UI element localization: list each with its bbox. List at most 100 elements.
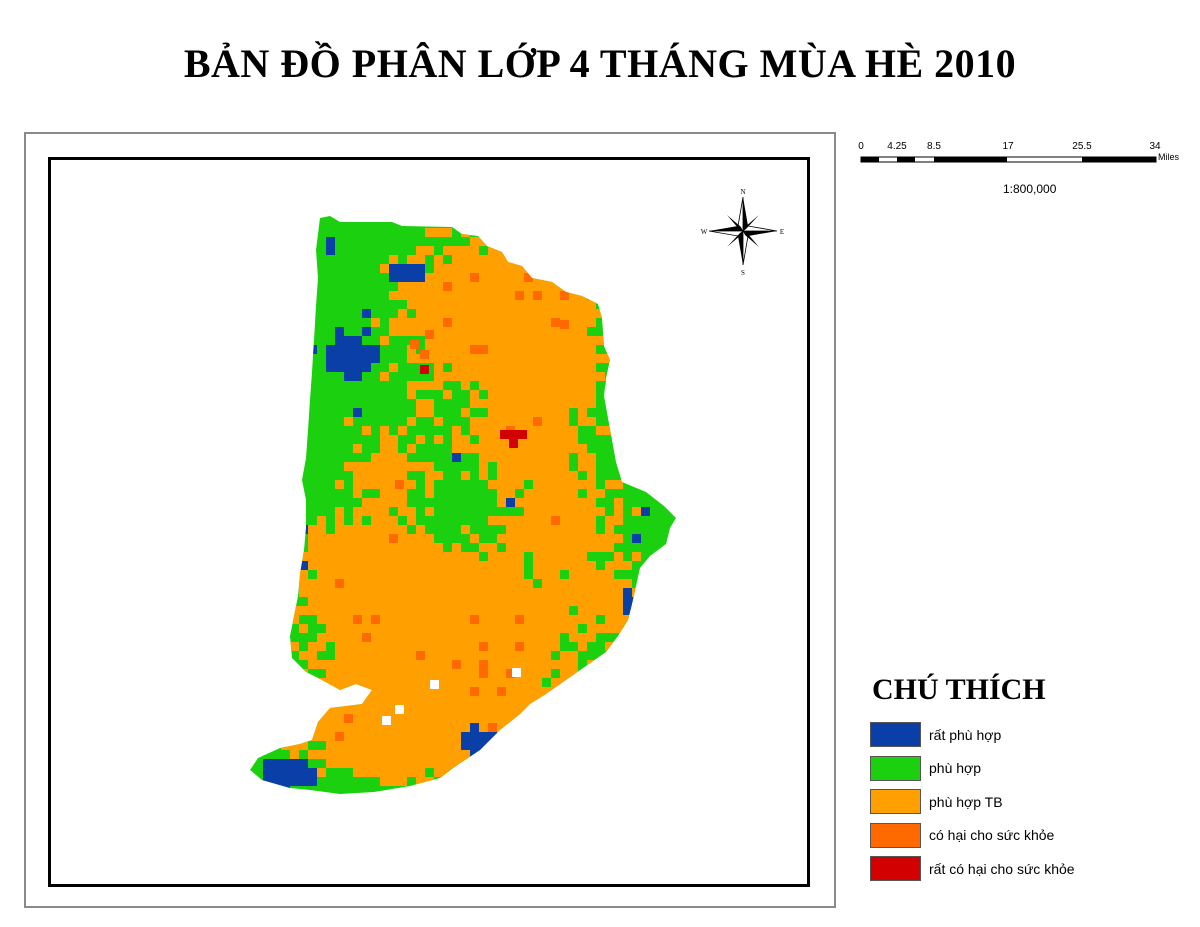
raster-cell (587, 534, 596, 543)
raster-cell (434, 273, 443, 282)
raster-cell (533, 345, 542, 354)
raster-cell (551, 399, 560, 408)
raster-cell (533, 633, 542, 642)
raster-cell (398, 570, 407, 579)
raster-cell (533, 597, 542, 606)
raster-cell (389, 498, 398, 507)
raster-cell (434, 345, 443, 354)
raster-cell (470, 624, 479, 633)
raster-cell (515, 678, 524, 687)
raster-cell (524, 597, 533, 606)
raster-cell (353, 552, 362, 561)
raster-cell (470, 651, 479, 660)
raster-cell (371, 588, 380, 597)
raster-cell (299, 624, 308, 633)
raster-cell (623, 597, 632, 606)
raster-cell (479, 309, 488, 318)
raster-cell (569, 516, 578, 525)
raster-cell (578, 543, 587, 552)
raster-cell (497, 516, 506, 525)
raster-cell (335, 660, 344, 669)
raster-cell (371, 462, 380, 471)
raster-cell (497, 480, 506, 489)
raster-cell (479, 228, 488, 237)
raster-cell (479, 651, 488, 660)
raster-cell (308, 750, 317, 759)
raster-cell (380, 651, 389, 660)
raster-cell (470, 534, 479, 543)
raster-cell (452, 273, 461, 282)
raster-cell (533, 570, 542, 579)
raster-cell (326, 633, 335, 642)
raster-cell (560, 273, 569, 282)
raster-cell (560, 678, 569, 687)
raster-cell (596, 309, 605, 318)
raster-cell (578, 444, 587, 453)
raster-cell (398, 606, 407, 615)
raster-cell (416, 273, 425, 282)
raster-cell (362, 624, 371, 633)
raster-cell (398, 597, 407, 606)
raster-cell (470, 309, 479, 318)
raster-cell (317, 597, 326, 606)
raster-cell (395, 705, 404, 714)
raster-cell (443, 777, 452, 786)
raster-cell (506, 417, 515, 426)
raster-cell (407, 696, 416, 705)
raster-cell (380, 732, 389, 741)
raster-cell (461, 597, 470, 606)
raster-cell (443, 579, 452, 588)
raster-cell (443, 651, 452, 660)
scale-unit: Miles (1158, 152, 1180, 162)
raster-cell (524, 246, 533, 255)
raster-cell (515, 273, 524, 282)
raster-cell (551, 561, 560, 570)
raster-cell (461, 651, 470, 660)
raster-cell (452, 264, 461, 273)
raster-cell (317, 543, 326, 552)
raster-cell (560, 408, 569, 417)
raster-cell (542, 471, 551, 480)
raster-cell (371, 354, 380, 363)
raster-cell (578, 561, 587, 570)
raster-cell (560, 552, 569, 561)
raster-cell (500, 430, 509, 439)
raster-cell (389, 759, 398, 768)
raster-cell (398, 651, 407, 660)
raster-cell (578, 606, 587, 615)
raster-cell (425, 687, 434, 696)
raster-cell (416, 606, 425, 615)
raster-cell (506, 237, 515, 246)
raster-cell (524, 714, 533, 723)
raster-cell (389, 480, 398, 489)
raster-cell (560, 561, 569, 570)
raster-cell (362, 570, 371, 579)
raster-cell (542, 534, 551, 543)
raster-cell (290, 561, 299, 570)
raster-cell (515, 588, 524, 597)
raster-cell (335, 543, 344, 552)
raster-cell (326, 588, 335, 597)
raster-cell (524, 372, 533, 381)
raster-cell (416, 687, 425, 696)
raster-cell (470, 732, 479, 741)
raster-cell (362, 732, 371, 741)
raster-cell (416, 750, 425, 759)
raster-cell (551, 408, 560, 417)
raster-cell (389, 453, 398, 462)
raster-cell (362, 651, 371, 660)
raster-cell (542, 309, 551, 318)
raster-cell (515, 525, 524, 534)
raster-cell (389, 471, 398, 480)
raster-cell (395, 480, 404, 489)
raster-cell (542, 732, 551, 741)
raster-cell (452, 435, 461, 444)
raster-cell (533, 282, 542, 291)
raster-cell (551, 336, 560, 345)
raster-cell (506, 363, 515, 372)
raster-cell (488, 561, 497, 570)
raster-cell (434, 336, 443, 345)
compass-n-label: N (740, 188, 745, 196)
raster-cell (353, 444, 362, 453)
raster-cell (371, 552, 380, 561)
